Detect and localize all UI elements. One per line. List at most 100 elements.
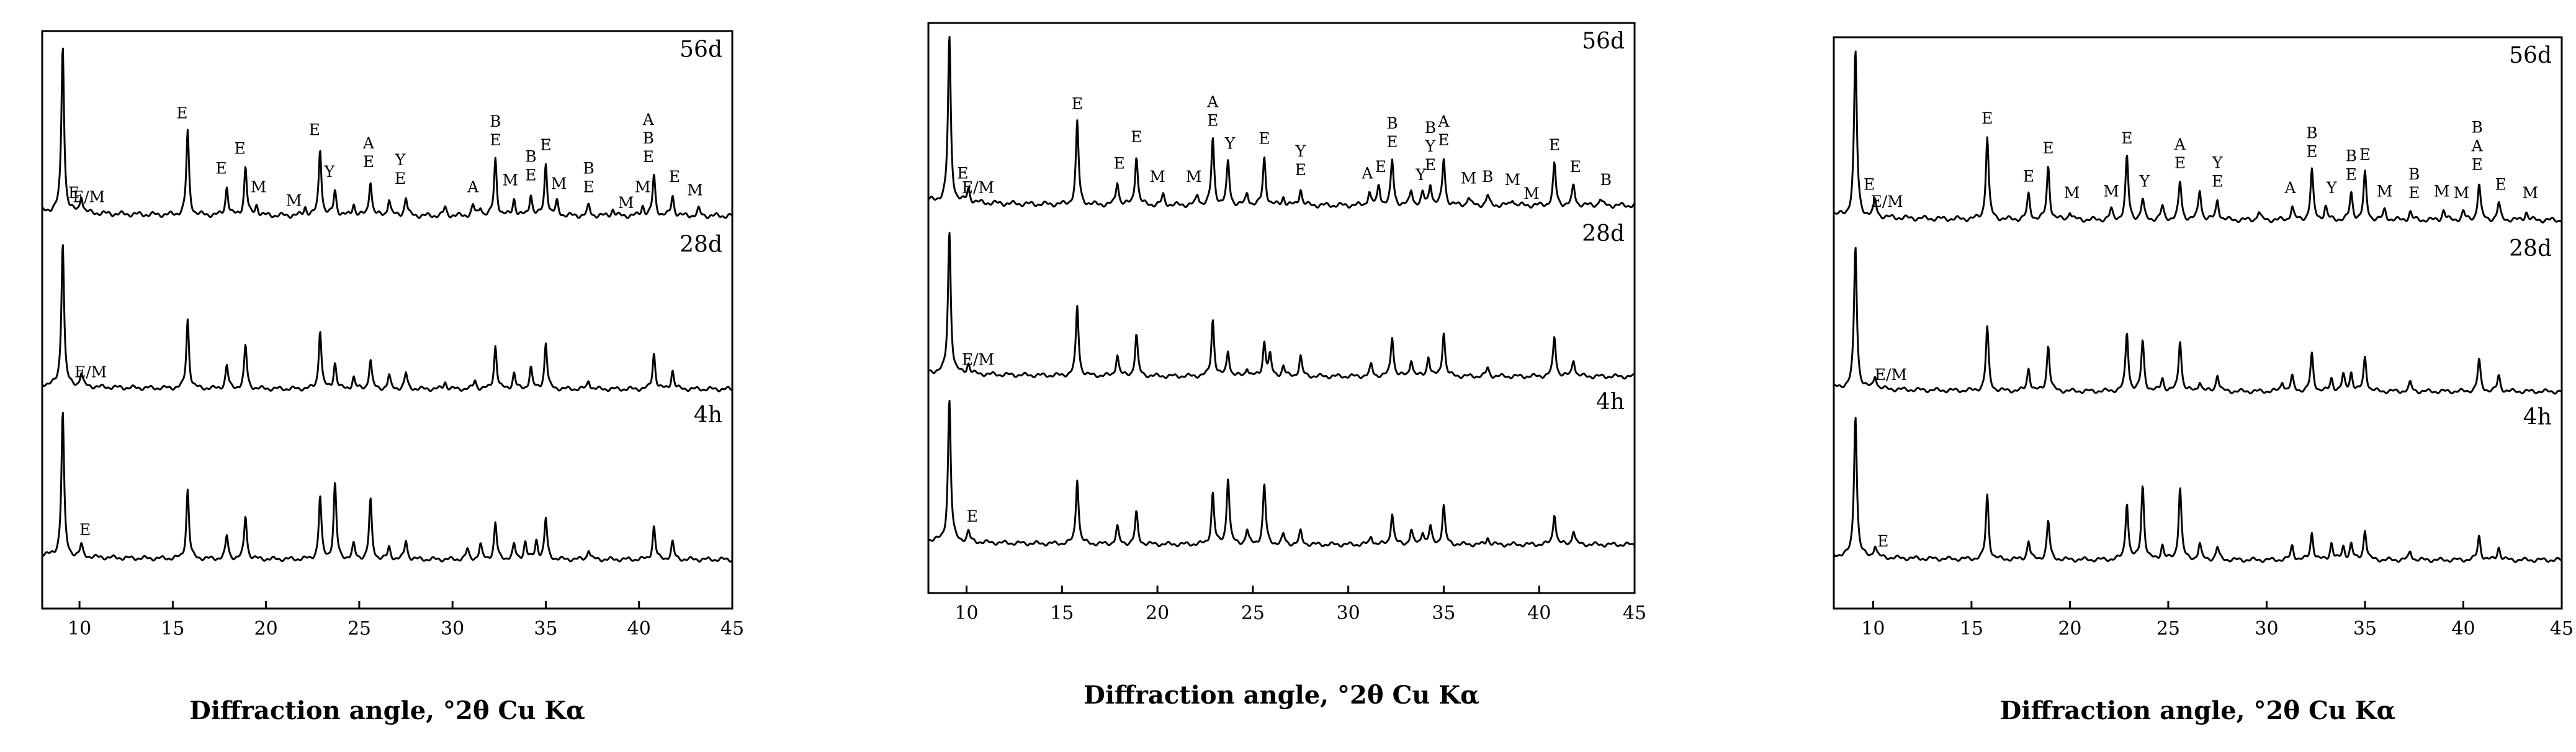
- trace-age-label: 56d: [2509, 43, 2552, 68]
- peak-annotation: E: [395, 170, 406, 188]
- peak-annotation: E: [309, 121, 320, 139]
- peak-annotation: A: [2471, 137, 2484, 155]
- peak-annotation: M: [2377, 182, 2393, 200]
- peak-annotation: E: [1259, 130, 1270, 148]
- peak-annotation: Y: [324, 163, 335, 181]
- peak-annotation: B: [643, 129, 654, 147]
- x-tick-label: 20: [1146, 602, 1169, 624]
- peak-annotation: M: [635, 178, 651, 196]
- peak-annotation: M: [551, 174, 567, 193]
- peak-annotation: A: [1361, 164, 1373, 182]
- x-tick-label: 30: [2255, 618, 2278, 640]
- peak-annotation: E: [234, 139, 245, 157]
- chart-panel-middle: 10 15 20 25 30 35 40 45 Diffraction angle, °2θ C…: [927, 22, 1646, 710]
- peak-annotation: E: [1549, 136, 1560, 154]
- x-tick-label: 10: [68, 618, 91, 640]
- peak-annotation: E: [1295, 161, 1306, 179]
- x-tick-label: 20: [254, 618, 278, 640]
- x-axis-title: Diffraction angle, °2θ Cu Kα: [2000, 696, 2396, 725]
- peak-annotation: B: [583, 159, 594, 177]
- peak-annotation: Y: [1415, 166, 1426, 184]
- trace-age-label: 56d: [1582, 29, 1625, 54]
- peak-annotation: A: [2284, 179, 2296, 197]
- peak-annotation: E: [1131, 128, 1142, 146]
- peak-annotation: E: [2346, 166, 2357, 184]
- peak-annotation: A: [1437, 112, 1450, 130]
- xrd-trace-56d: [1833, 50, 2562, 224]
- peak-annotation: E: [1864, 176, 1875, 194]
- peak-annotation: E: [2042, 139, 2053, 157]
- peak-annotation: M: [503, 171, 519, 189]
- peak-annotation: E: [1877, 532, 1888, 550]
- peak-annotation: Y: [1295, 142, 1306, 160]
- x-tick-label: 35: [534, 618, 557, 640]
- x-tick-label: 45: [720, 618, 744, 640]
- plot-frame: [1833, 36, 2563, 610]
- peak-annotation: E: [957, 164, 968, 182]
- peak-annotation: B: [2346, 147, 2357, 165]
- peak-annotation: M: [1504, 171, 1520, 189]
- peak-annotation: E: [669, 168, 680, 186]
- x-tick-label: 40: [1527, 602, 1551, 624]
- x-tick-label: 25: [348, 618, 371, 640]
- peak-annotation: M: [2434, 182, 2450, 200]
- peak-annotation: E: [490, 131, 501, 149]
- peak-annotation: B: [1386, 114, 1398, 132]
- peak-annotation: E: [79, 520, 91, 538]
- peak-annotation: E/M: [73, 188, 105, 206]
- xrd-trace-28d: [1833, 247, 2562, 395]
- peak-annotation: E: [363, 153, 374, 171]
- x-tick-label: 30: [1337, 602, 1360, 624]
- x-tick-label: 15: [161, 618, 184, 640]
- xrd-trace-56d: [928, 35, 1635, 209]
- peak-annotation: B: [2408, 165, 2420, 183]
- trace-age-label: 28d: [1582, 221, 1625, 247]
- peak-annotation: B: [1600, 171, 1612, 189]
- x-tick-label: 45: [2550, 618, 2574, 640]
- peak-annotation: B: [525, 147, 536, 165]
- peak-annotation: A: [2174, 135, 2186, 153]
- chart-panel-left: 10 15 20 25 30 35 40 45 Diffraction angle, °2θ C…: [41, 30, 744, 725]
- peak-annotation: E/M: [962, 178, 994, 196]
- x-tick-label: 40: [2451, 618, 2475, 640]
- x-tick-label: 30: [441, 618, 464, 640]
- peak-annotation: M: [251, 178, 267, 196]
- x-tick-label: 10: [954, 602, 978, 624]
- peak-annotation: E: [525, 166, 536, 184]
- peak-annotation: E/M: [962, 350, 994, 368]
- peak-annotation: E: [2212, 172, 2223, 190]
- x-tick-label: 40: [627, 618, 651, 640]
- peak-annotation: E: [967, 507, 978, 525]
- x-tick-label: 25: [1241, 602, 1265, 624]
- peak-annotation: E: [2408, 184, 2420, 202]
- peak-annotation: E: [2472, 156, 2483, 174]
- peak-annotation: Y: [2139, 172, 2150, 190]
- x-tick-label: 35: [1432, 602, 1455, 624]
- xrd-trace-28d: [41, 244, 733, 392]
- peak-annotation: Y: [2326, 179, 2337, 197]
- peak-annotation: E: [1113, 155, 1124, 173]
- trace-age-label: 4h: [1596, 389, 1625, 415]
- plot-frame: [927, 22, 1636, 594]
- peak-annotation: M: [1149, 168, 1165, 186]
- peak-annotation: E: [583, 178, 594, 196]
- xrd-trace-28d: [928, 232, 1635, 380]
- peak-annotation: B: [490, 112, 501, 130]
- peak-annotation: E: [2121, 129, 2132, 147]
- peak-annotation: E: [2174, 154, 2186, 172]
- trace-age-label: 56d: [680, 37, 722, 62]
- trace-age-label: 28d: [2509, 236, 2552, 261]
- peak-annotation: M: [1524, 184, 1540, 202]
- peak-annotation: E: [2306, 142, 2317, 160]
- peak-annotation: Y: [1224, 135, 1236, 153]
- peak-annotation: E: [215, 160, 227, 178]
- peak-annotation: E: [1207, 111, 1218, 129]
- peak-annotation: E: [1072, 95, 1083, 113]
- peak-annotation: E/M: [74, 363, 107, 381]
- peak-annotation: E: [1981, 109, 1993, 127]
- xrd-trace-4h: [42, 412, 733, 563]
- x-axis-title: Diffraction angle, °2θ Cu Kα: [189, 696, 585, 725]
- peak-annotation: E/M: [1870, 193, 1903, 211]
- xrd-trace-4h: [928, 399, 1635, 548]
